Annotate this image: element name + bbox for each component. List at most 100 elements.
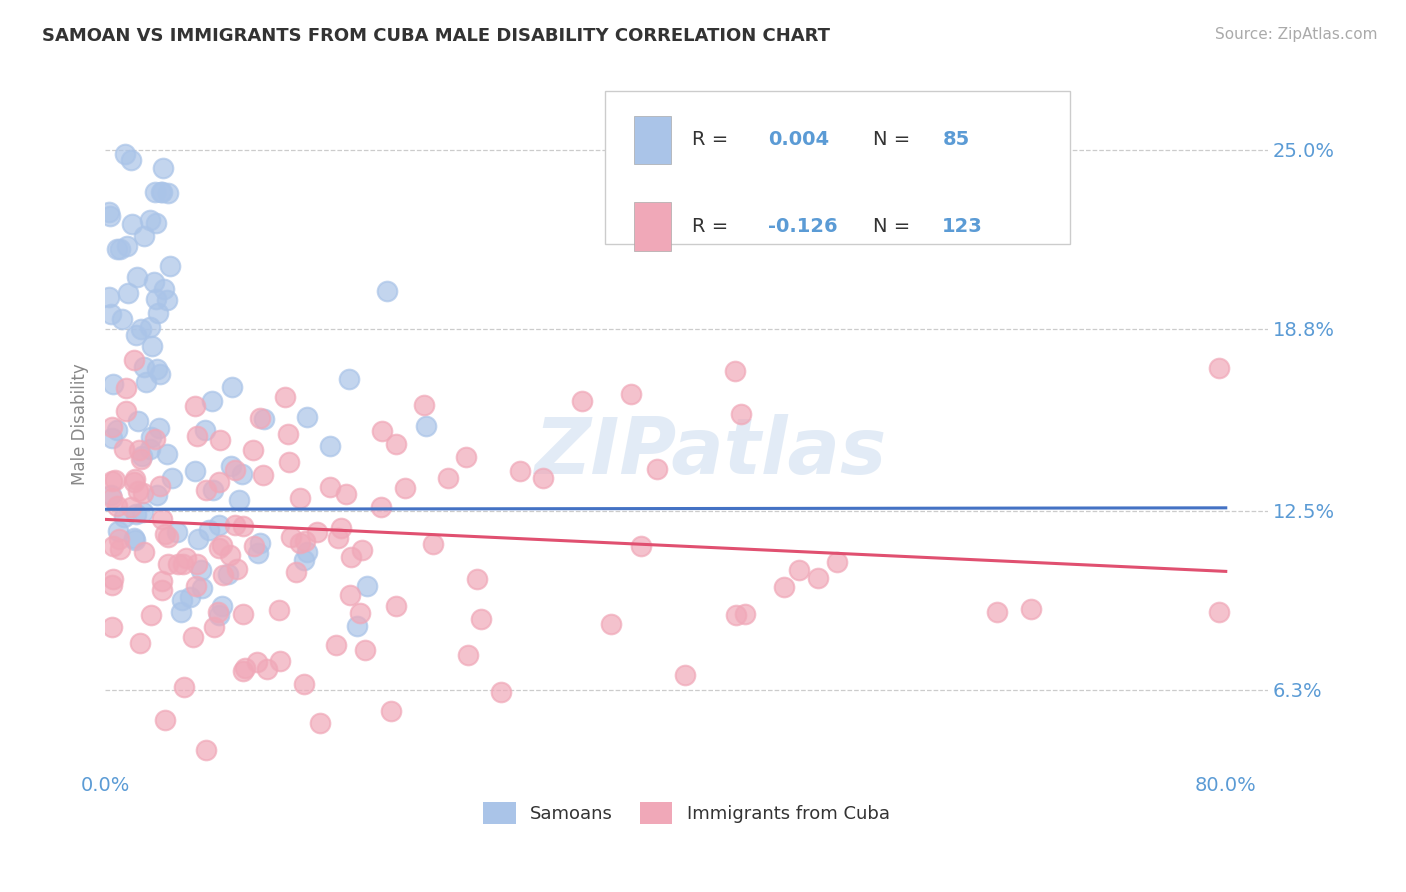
Point <box>233 660 256 674</box>
Point <box>184 400 207 414</box>
Point <box>183 630 205 644</box>
Point <box>149 367 172 381</box>
Point <box>730 407 752 421</box>
Point <box>288 491 311 505</box>
Point <box>153 527 176 541</box>
Point <box>208 475 231 490</box>
Text: Source: ZipAtlas.com: Source: ZipAtlas.com <box>1215 27 1378 42</box>
Point <box>127 483 149 498</box>
Text: 123: 123 <box>942 217 983 236</box>
Point <box>98 290 121 304</box>
Point <box>150 512 173 526</box>
Point <box>256 662 278 676</box>
Point <box>141 339 163 353</box>
Point <box>724 607 747 622</box>
Bar <box>634 202 672 251</box>
Point <box>156 557 179 571</box>
Point <box>98 209 121 223</box>
Point <box>111 312 134 326</box>
Point <box>105 242 128 256</box>
Point <box>571 394 593 409</box>
Point <box>124 472 146 486</box>
Point <box>129 321 152 335</box>
Y-axis label: Male Disability: Male Disability <box>72 363 89 485</box>
Point <box>352 542 374 557</box>
Point <box>224 517 246 532</box>
Point <box>124 475 146 489</box>
Point <box>121 153 143 168</box>
Point <box>98 204 121 219</box>
Point <box>187 532 209 546</box>
Point <box>132 505 155 519</box>
Point <box>394 481 416 495</box>
Text: 0.004: 0.004 <box>768 130 830 149</box>
Point <box>108 541 131 556</box>
Point <box>531 471 554 485</box>
Point <box>100 488 122 502</box>
Point <box>103 376 125 391</box>
Legend: Samoans, Immigrants from Cuba: Samoans, Immigrants from Cuba <box>484 802 890 824</box>
Point <box>319 480 342 494</box>
Point <box>125 327 148 342</box>
Text: SAMOAN VS IMMIGRANTS FROM CUBA MALE DISABILITY CORRELATION CHART: SAMOAN VS IMMIGRANTS FROM CUBA MALE DISA… <box>42 27 830 45</box>
Point <box>190 582 212 596</box>
Point <box>172 593 194 607</box>
Point <box>134 376 156 390</box>
Point <box>328 531 350 545</box>
Point <box>385 437 408 451</box>
Point <box>149 479 172 493</box>
Point <box>247 545 270 559</box>
Point <box>129 451 152 466</box>
Point <box>288 535 311 549</box>
Point <box>422 537 444 551</box>
Point <box>280 529 302 543</box>
Point <box>132 229 155 244</box>
Point <box>211 567 233 582</box>
Point <box>139 319 162 334</box>
Text: N =: N = <box>873 130 915 149</box>
Point <box>190 563 212 577</box>
Point <box>104 474 127 488</box>
Point <box>225 562 247 576</box>
Point <box>186 557 208 571</box>
Point <box>269 603 291 617</box>
Point <box>148 421 170 435</box>
Point <box>115 404 138 418</box>
Point <box>170 605 193 619</box>
Point <box>630 539 652 553</box>
Point <box>787 563 810 577</box>
Point <box>122 531 145 545</box>
Point <box>277 455 299 469</box>
Point <box>208 433 231 447</box>
Point <box>231 467 253 481</box>
Point <box>128 636 150 650</box>
Point <box>470 612 492 626</box>
Point <box>143 186 166 200</box>
Point <box>349 607 371 621</box>
Point <box>114 380 136 394</box>
Point <box>148 306 170 320</box>
Point <box>232 664 254 678</box>
Point <box>211 599 233 613</box>
Point <box>415 419 437 434</box>
Point <box>413 398 436 412</box>
Point <box>153 714 176 728</box>
Point <box>152 282 174 296</box>
Point <box>186 428 208 442</box>
Point <box>166 525 188 540</box>
Point <box>986 605 1008 619</box>
Point <box>208 541 231 556</box>
Point <box>253 412 276 426</box>
Point <box>232 607 254 621</box>
Point <box>274 390 297 404</box>
Point <box>125 270 148 285</box>
Point <box>156 447 179 461</box>
Point <box>292 553 315 567</box>
Point <box>465 572 488 586</box>
Point <box>100 307 122 321</box>
Point <box>186 579 208 593</box>
Point <box>150 185 173 199</box>
Point <box>114 147 136 161</box>
Point <box>139 442 162 457</box>
Point <box>145 293 167 307</box>
